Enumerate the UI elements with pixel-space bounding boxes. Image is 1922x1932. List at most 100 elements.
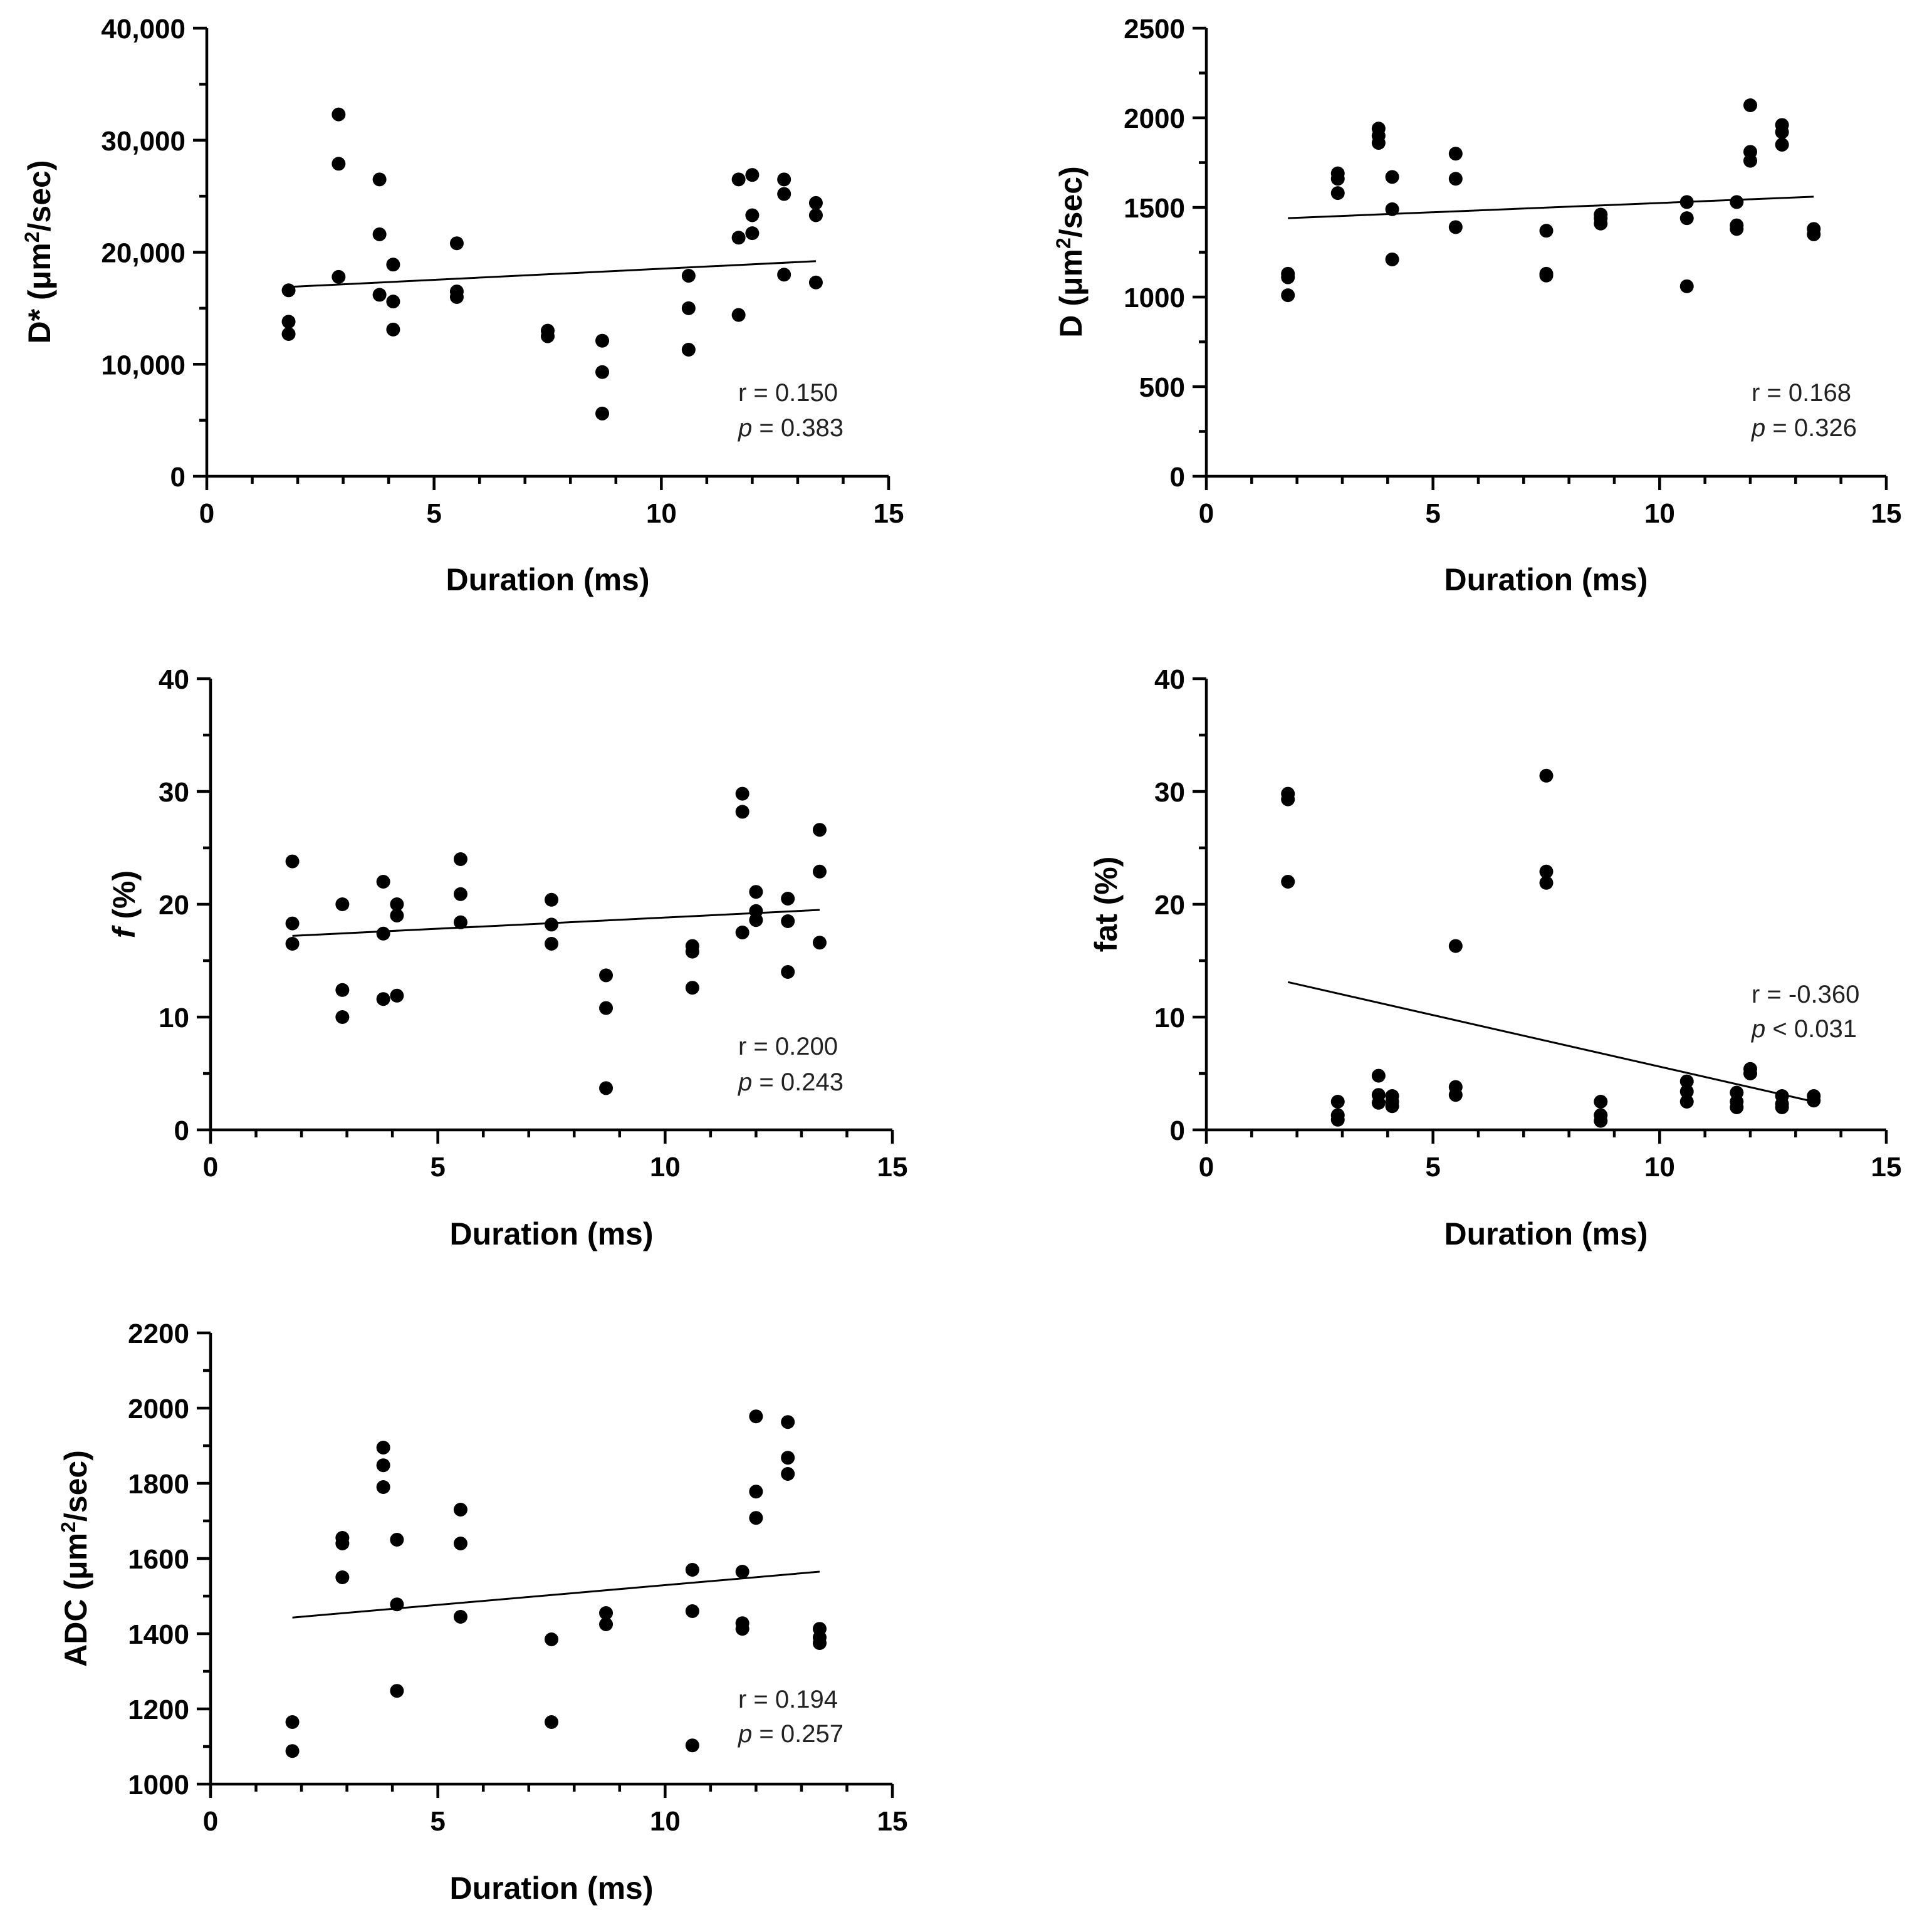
x-tick-label: 0 (1199, 498, 1214, 529)
x-tick-label: 15 (874, 498, 904, 529)
data-point (1807, 1094, 1821, 1108)
data-point (1539, 224, 1554, 238)
stat-r: r = -0.360 (1752, 981, 1859, 1008)
y-tick-label: 20 (1154, 890, 1185, 921)
data-point (681, 301, 696, 315)
data-point (386, 322, 400, 337)
data-point (1775, 137, 1789, 152)
regression-line (1288, 196, 1814, 219)
data-point (335, 1570, 350, 1584)
data-point (735, 786, 749, 801)
data-point (812, 1636, 827, 1650)
x-tick-label: 10 (650, 1152, 681, 1183)
data-point (749, 885, 763, 899)
data-point (749, 1485, 763, 1499)
y-tick-label: 1000 (1124, 283, 1185, 313)
data-point (1730, 1100, 1744, 1114)
x-tick-label: 5 (430, 1152, 445, 1183)
y-tick-label: 500 (1139, 372, 1185, 403)
data-point (376, 1441, 390, 1454)
data-point (808, 196, 823, 210)
data-point (1594, 1095, 1608, 1109)
data-point (1385, 170, 1399, 184)
data-point (372, 288, 387, 302)
data-point (599, 1081, 614, 1095)
data-point (1281, 270, 1295, 285)
data-point (731, 172, 746, 187)
data-point (812, 936, 827, 950)
data-point (685, 981, 699, 995)
x-tick-label: 10 (650, 1806, 681, 1837)
data-point (281, 315, 296, 329)
data-point (681, 343, 696, 357)
data-point (812, 864, 827, 879)
x-tick-label: 0 (203, 1152, 218, 1183)
data-point (390, 897, 404, 911)
x-axis-title: Duration (ms) (1444, 1216, 1648, 1251)
y-tick-label: 0 (1170, 462, 1185, 493)
data-point (335, 1537, 350, 1550)
y-tick-label: 20,000 (101, 238, 185, 269)
data-point (1448, 172, 1463, 186)
y-tick-label: 10,000 (101, 350, 185, 380)
data-point (745, 168, 760, 182)
y-axis-title-main: D (μm (1053, 249, 1089, 338)
y-tick-label: 10 (1154, 1003, 1185, 1033)
y-tick-label: 2500 (1124, 14, 1185, 44)
x-axis-title: Duration (ms) (1444, 562, 1648, 597)
y-axis-title-main: D* (μm (22, 243, 57, 343)
data-point (1281, 875, 1295, 889)
data-point (541, 329, 555, 343)
x-tick-label: 5 (1425, 498, 1440, 529)
data-point (777, 172, 791, 187)
data-point (285, 1715, 300, 1729)
data-point (372, 172, 387, 187)
y-tick-label: 2000 (1124, 103, 1185, 134)
x-tick-label: 0 (203, 1806, 218, 1837)
data-point (372, 227, 387, 241)
stat-r: r = 0.194 (738, 1686, 838, 1713)
data-point (735, 926, 749, 939)
data-point (453, 915, 467, 929)
data-point (332, 269, 346, 284)
data-point (332, 107, 346, 122)
y-tick-label: 40,000 (101, 14, 185, 44)
data-point (808, 208, 823, 222)
y-tick-label: 2000 (128, 1394, 189, 1424)
data-point (335, 983, 350, 997)
stat-p: p = 0.243 (738, 1068, 843, 1096)
data-point (1539, 268, 1554, 283)
x-tick-label: 15 (877, 1152, 908, 1183)
data-point (685, 944, 699, 959)
data-point (1679, 195, 1694, 209)
data-point (453, 1610, 467, 1624)
x-tick-label: 0 (1199, 1152, 1214, 1183)
regression-line (288, 260, 817, 288)
stat-p-value: = 0.326 (1765, 414, 1857, 442)
data-point (1330, 1112, 1345, 1127)
data-point (1539, 864, 1554, 879)
data-point (453, 1537, 467, 1550)
data-point (285, 916, 300, 931)
data-point (1448, 939, 1463, 953)
y-tick-label: 0 (1170, 1115, 1185, 1146)
data-point (1807, 227, 1821, 241)
stat-p: p = 0.326 (1751, 414, 1857, 442)
stat-p: p = 0.383 (738, 414, 843, 442)
x-tick-label: 5 (426, 498, 441, 529)
data-point (681, 269, 696, 283)
data-point (685, 1604, 699, 1618)
data-point (386, 295, 400, 309)
data-point (449, 236, 464, 251)
data-point (545, 937, 558, 951)
data-point (545, 917, 558, 932)
x-tick-label: 15 (877, 1806, 908, 1837)
data-point (545, 892, 558, 907)
data-point (1330, 172, 1345, 186)
y-axis-title-sup: 2 (21, 232, 43, 243)
panel-d: D (μm2/sec) Duration (ms) r = 0.168 p = … (1052, 14, 1901, 597)
y-tick-label: 1200 (128, 1694, 189, 1725)
data-point (595, 333, 610, 348)
data-point (1679, 279, 1694, 293)
data-point (1371, 1095, 1386, 1110)
